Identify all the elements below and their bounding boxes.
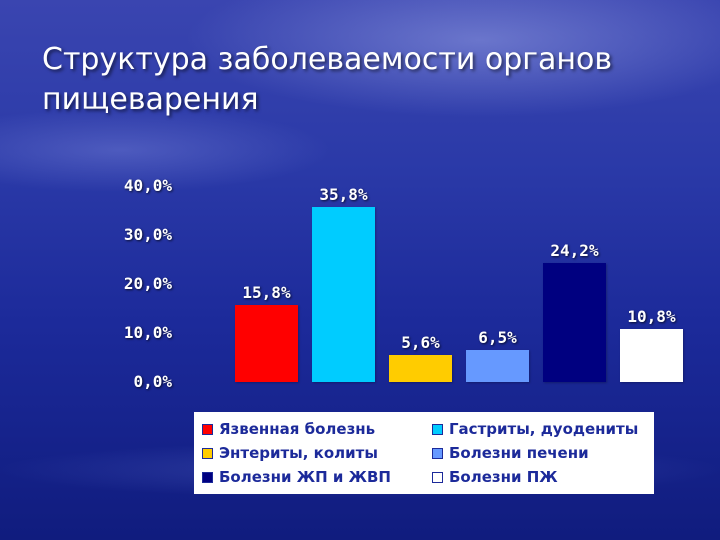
legend-swatch (432, 447, 443, 459)
legend-label: Болезни ПЖ (449, 468, 558, 486)
legend-label: Гастриты, дуодениты (449, 420, 639, 438)
data-label: 5,6% (401, 332, 440, 352)
slide-title: Структура заболеваемости органов пищевар… (42, 42, 613, 117)
bar (235, 304, 298, 382)
legend-item: Язвенная болезнь (202, 418, 375, 440)
bar (312, 206, 375, 382)
legend-swatch (202, 423, 213, 435)
legend-label: Язвенная болезнь (219, 420, 376, 438)
y-tick-label: 10,0% (123, 323, 172, 342)
legend-label: Болезни печени (449, 444, 589, 462)
legend-swatch (202, 471, 213, 483)
data-label: 6,5% (478, 328, 517, 348)
bar (620, 329, 683, 382)
legend-item: Энтериты, колиты (202, 442, 378, 464)
legend-swatch (432, 471, 443, 483)
legend-swatch (432, 423, 443, 435)
data-label: 35,8% (319, 184, 368, 204)
chart-legend: Язвенная болезнь Гастриты, дуодениты Энт… (194, 412, 654, 494)
data-label: 15,8% (242, 282, 291, 302)
y-tick-label: 0,0% (133, 372, 172, 391)
bar (543, 263, 606, 382)
bar (466, 350, 529, 382)
legend-label: Болезни ЖП и ЖВП (219, 468, 391, 486)
legend-swatch (202, 447, 213, 459)
data-label: 24,2% (550, 241, 599, 261)
y-tick-label: 20,0% (123, 274, 172, 293)
legend-item: Болезни ПЖ (432, 466, 558, 488)
data-label: 10,8% (627, 307, 676, 327)
bar (389, 354, 452, 382)
legend-item: Гастриты, дуодениты (432, 418, 638, 440)
legend-item: Болезни ЖП и ЖВП (202, 466, 391, 488)
y-tick-label: 40,0% (123, 176, 172, 195)
y-tick-label: 30,0% (123, 225, 172, 244)
legend-item: Болезни печени (432, 442, 589, 464)
legend-label: Энтериты, колиты (219, 444, 378, 462)
